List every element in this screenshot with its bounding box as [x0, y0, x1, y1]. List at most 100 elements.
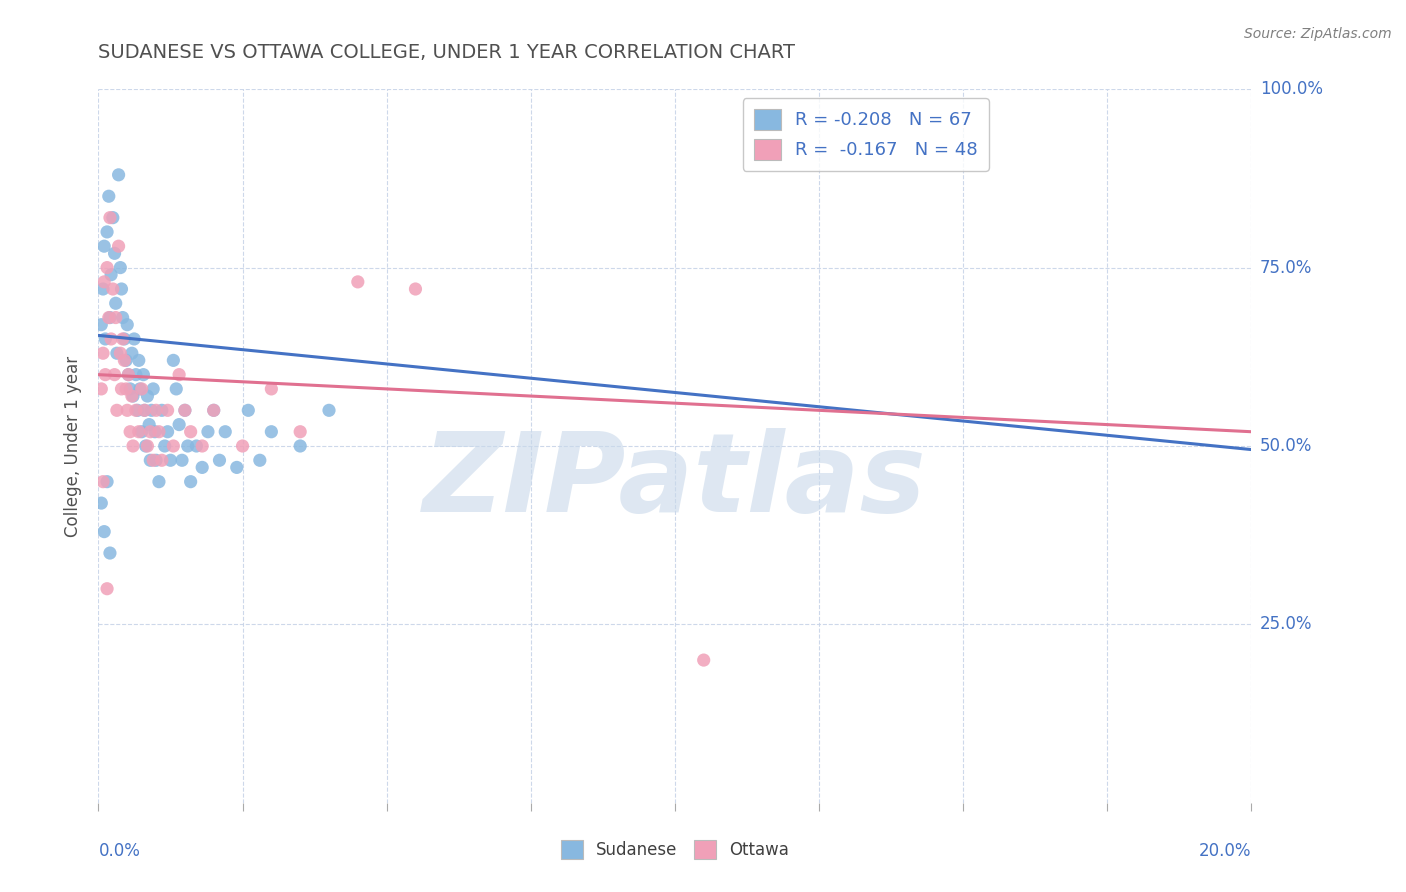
Point [107, 239, 129, 253]
Point [122, 439, 145, 453]
Text: SUDANESE VS OTTAWA COLLEGE, UNDER 1 YEAR CORRELATION CHART: SUDANESE VS OTTAWA COLLEGE, UNDER 1 YEAR… [98, 44, 796, 62]
Point [405, 282, 427, 296]
Point [97, 189, 120, 203]
Point [131, 425, 153, 439]
Point [159, 453, 181, 467]
Point [105, 403, 128, 417]
Point [105, 346, 128, 360]
Point [290, 439, 312, 453]
Point [96, 475, 118, 489]
Point [90, 382, 112, 396]
Y-axis label: College, Under 1 year: College, Under 1 year [65, 355, 83, 537]
Point [202, 403, 225, 417]
Point [225, 460, 247, 475]
Point [100, 268, 122, 282]
Point [174, 403, 197, 417]
Point [115, 382, 138, 396]
Point [98, 546, 121, 560]
Point [129, 382, 152, 396]
Point [128, 425, 150, 439]
Point [112, 332, 135, 346]
Point [170, 453, 193, 467]
Point [101, 282, 124, 296]
Point [98, 211, 121, 225]
Point [122, 389, 145, 403]
Point [134, 403, 156, 417]
Point [120, 425, 142, 439]
Point [117, 318, 138, 332]
Point [122, 332, 145, 346]
Point [346, 275, 368, 289]
Point [318, 403, 340, 417]
Point [214, 425, 236, 439]
Point [128, 353, 150, 368]
Point [111, 332, 134, 346]
Point [104, 296, 127, 310]
Point [96, 260, 118, 275]
Point [107, 168, 129, 182]
Point [121, 346, 143, 360]
Point [143, 425, 166, 439]
Point [177, 439, 200, 453]
Point [156, 403, 179, 417]
Point [94, 368, 117, 382]
Point [91, 475, 114, 489]
Point [94, 332, 117, 346]
Point [260, 382, 283, 396]
Point [131, 382, 153, 396]
Point [132, 368, 155, 382]
Point [197, 425, 219, 439]
Point [156, 425, 179, 439]
Point [97, 310, 120, 325]
Point [174, 403, 197, 417]
Point [165, 382, 187, 396]
Point [135, 439, 157, 453]
Point [191, 460, 214, 475]
Point [93, 239, 115, 253]
Point [110, 382, 132, 396]
Text: 0.0%: 0.0% [98, 842, 141, 860]
Point [136, 439, 159, 453]
Point [110, 346, 132, 360]
Point [112, 353, 135, 368]
Point [96, 225, 118, 239]
Text: ZIPatlas: ZIPatlas [423, 428, 927, 535]
Point [150, 453, 173, 467]
Point [238, 403, 260, 417]
Point [111, 310, 134, 325]
Point [186, 439, 208, 453]
Point [249, 453, 271, 467]
Point [139, 453, 162, 467]
Point [162, 439, 184, 453]
Point [290, 425, 312, 439]
Point [91, 346, 114, 360]
Point [162, 353, 184, 368]
Legend: Sudanese, Ottawa: Sudanese, Ottawa [554, 834, 796, 866]
Point [110, 282, 132, 296]
Point [110, 260, 132, 275]
Point [117, 403, 138, 417]
Point [141, 403, 163, 417]
Point [93, 275, 115, 289]
Point [138, 417, 160, 432]
Point [202, 403, 225, 417]
Point [125, 403, 148, 417]
Point [231, 439, 254, 453]
Point [180, 425, 202, 439]
Point [96, 582, 118, 596]
Point [100, 332, 122, 346]
Point [127, 403, 149, 417]
Point [167, 368, 190, 382]
Point [260, 425, 283, 439]
Point [90, 496, 112, 510]
Point [208, 453, 231, 467]
Point [145, 453, 167, 467]
Point [150, 403, 173, 417]
Point [117, 368, 139, 382]
Point [104, 310, 127, 325]
Point [167, 417, 190, 432]
Point [180, 475, 202, 489]
Text: 20.0%: 20.0% [1199, 842, 1251, 860]
Text: Source: ZipAtlas.com: Source: ZipAtlas.com [1244, 27, 1392, 41]
Point [145, 403, 167, 417]
